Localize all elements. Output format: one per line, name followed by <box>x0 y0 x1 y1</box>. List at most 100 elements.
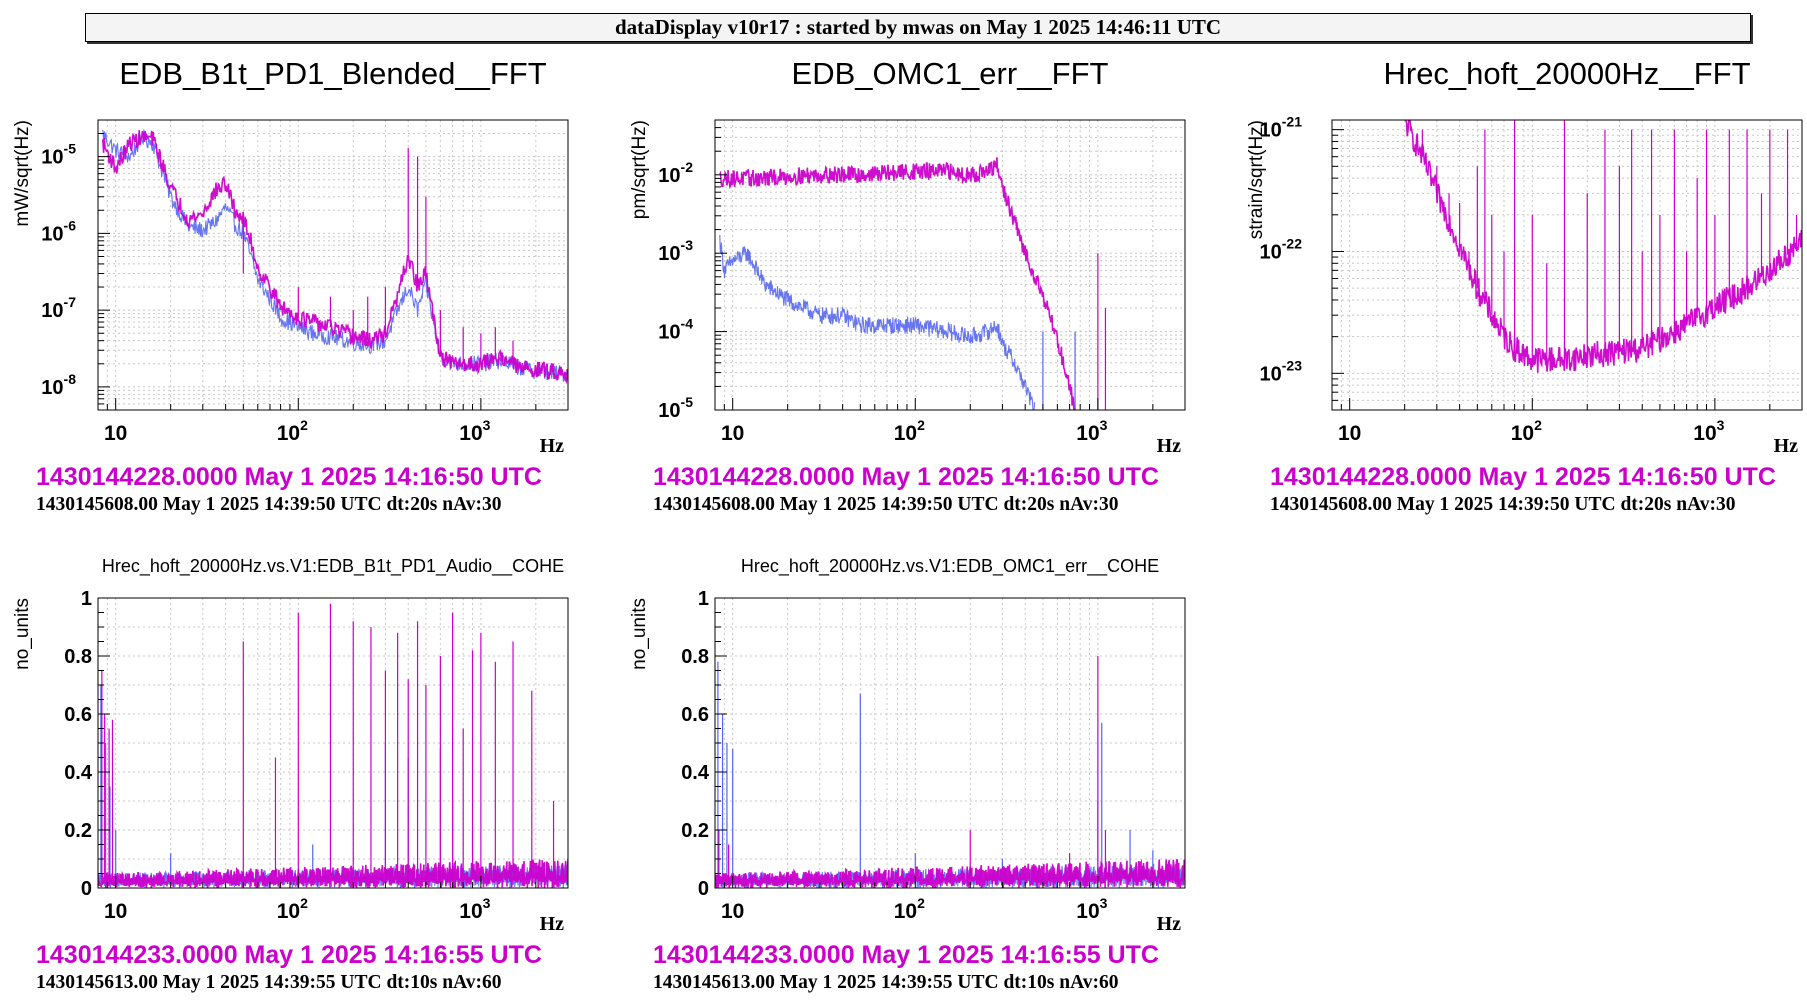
x-axis-unit: Hz <box>540 913 565 935</box>
time-reference: 1430145613.00 May 1 2025 14:39:55 UTC dt… <box>36 972 502 993</box>
chart-cohe-b1t-pd1: Hrec_hoft_20000Hz.vs.V1:EDB_B1t_PD1_Audi… <box>12 556 569 935</box>
chart-title: Hrec_hoft_20000Hz.vs.V1:EDB_B1t_PD1_Audi… <box>102 556 564 577</box>
chart-title: EDB_B1t_PD1_Blended__FFT <box>119 56 546 91</box>
y-tick-exponent: -4 <box>681 316 694 332</box>
x-tick-label: 10 <box>104 422 127 445</box>
header-title: dataDisplay v10r17 : started by mwas on … <box>614 15 1222 39</box>
y-tick-label: 0.2 <box>681 820 709 842</box>
x-axis-unit: Hz <box>1157 913 1182 935</box>
x-tick-label: 103 <box>459 417 490 445</box>
time-primary: 1430144228.0000 May 1 2025 14:16:50 UTC <box>653 463 1159 491</box>
x-tick-label: 102 <box>1511 417 1542 445</box>
chart-b1t-pd1-fft: EDB_B1t_PD1_Blended__FFT 10 102 103 Hz 10-8 10… <box>12 56 569 457</box>
x-tick-label: 102 <box>894 895 925 923</box>
y-tick-label: 10-3 <box>658 237 693 265</box>
y-tick-label: 1 <box>81 588 92 610</box>
x-tick-label: 10 <box>1338 422 1361 445</box>
reference-series-line <box>719 234 1036 410</box>
y-tick-exponent: -2 <box>681 159 694 175</box>
y-tick-label: 0.8 <box>681 646 709 668</box>
x-ticks <box>714 876 1186 888</box>
y-tick-label: 0.8 <box>64 646 92 668</box>
y-tick-exponent: -22 <box>1282 235 1302 251</box>
y-tick-exponent: -21 <box>1282 114 1302 130</box>
time-reference: 1430145608.00 May 1 2025 14:39:50 UTC dt… <box>1270 494 1736 515</box>
x-tick-exponent: 2 <box>300 895 308 911</box>
x-tick-exponent: 3 <box>1717 417 1725 433</box>
y-ticks <box>715 119 727 411</box>
y-axis-label: no_units <box>629 598 650 670</box>
y-tick-label: 10-7 <box>41 294 76 322</box>
grid-lines <box>714 597 1186 889</box>
x-axis-unit: Hz <box>1157 435 1182 457</box>
chart-cohe-omc1-err: Hrec_hoft_20000Hz.vs.V1:EDB_OMC1_err__CO… <box>629 556 1186 935</box>
y-tick-label: 0.6 <box>681 704 709 726</box>
y-tick-exponent: -3 <box>681 237 694 253</box>
y-ticks <box>98 133 110 411</box>
plot-frame <box>97 119 569 411</box>
time-primary: 1430144228.0000 May 1 2025 14:16:50 UTC <box>1270 463 1776 491</box>
primary-series-line <box>715 858 1185 888</box>
x-tick-exponent: 2 <box>917 895 925 911</box>
y-tick-exponent: -23 <box>1282 357 1302 373</box>
x-tick-exponent: 2 <box>1534 417 1542 433</box>
time-reference: 1430145608.00 May 1 2025 14:39:50 UTC dt… <box>653 494 1119 515</box>
time-reference: 1430145608.00 May 1 2025 14:39:50 UTC dt… <box>36 494 502 515</box>
y-tick-label: 0 <box>698 878 709 900</box>
y-axis-label: no_units <box>12 598 33 670</box>
panel-cohe-omc1-err: Hrec_hoft_20000Hz.vs.V1:EDB_OMC1_err__CO… <box>617 530 1217 1000</box>
y-tick-label: 10-6 <box>41 217 76 245</box>
x-tick-label: 103 <box>1693 417 1724 445</box>
y-tick-label: 0.2 <box>64 820 92 842</box>
x-tick-label: 10 <box>721 900 744 923</box>
y-tick-label: 0 <box>81 878 92 900</box>
y-tick-label: 10-2 <box>658 159 693 187</box>
y-tick-exponent: -7 <box>64 294 77 310</box>
x-tick-exponent: 3 <box>483 417 491 433</box>
panel-b1t-pd1-fft: EDB_B1t_PD1_Blended__FFT 10 102 103 Hz 10-8 10… <box>0 52 600 522</box>
chart-title: EDB_OMC1_err__FFT <box>792 56 1109 91</box>
x-tick-label: 103 <box>1076 895 1107 923</box>
y-ticks <box>98 597 110 889</box>
y-tick-label: 10-8 <box>41 371 76 399</box>
y-tick-exponent: -5 <box>681 394 694 410</box>
x-tick-label: 10 <box>104 900 127 923</box>
primary-series-line <box>719 157 1076 410</box>
primary-series-line <box>98 858 568 888</box>
x-tick-exponent: 3 <box>1100 417 1108 433</box>
panel-cohe-b1t-pd1: Hrec_hoft_20000Hz.vs.V1:EDB_B1t_PD1_Audi… <box>0 530 600 1000</box>
x-tick-exponent: 3 <box>483 895 491 911</box>
plot-series <box>719 157 1107 410</box>
x-tick-exponent: 2 <box>917 417 925 433</box>
reference-series-line <box>102 129 568 383</box>
y-axis-label: mW/sqrt(Hz) <box>12 120 33 227</box>
plot-frame <box>1331 119 1803 411</box>
time-primary: 1430144233.0000 May 1 2025 14:16:55 UTC <box>653 941 1159 969</box>
x-tick-label: 103 <box>1076 417 1107 445</box>
x-tick-exponent: 2 <box>300 417 308 433</box>
y-tick-label: 10-5 <box>41 141 76 169</box>
plot-series <box>98 603 568 888</box>
x-tick-label: 102 <box>277 895 308 923</box>
x-ticks <box>97 398 569 410</box>
x-tick-label: 102 <box>277 417 308 445</box>
time-reference: 1430145613.00 May 1 2025 14:39:55 UTC dt… <box>653 972 1119 993</box>
y-tick-label: 0.4 <box>64 762 93 784</box>
y-tick-label: 1 <box>698 588 709 610</box>
y-tick-exponent: -5 <box>64 141 77 157</box>
x-tick-label: 10 <box>721 422 744 445</box>
x-tick-exponent: 3 <box>1100 895 1108 911</box>
x-tick-label: 102 <box>894 417 925 445</box>
header-bar: dataDisplay v10r17 : started by mwas on … <box>85 13 1751 42</box>
y-axis-label: pm/sqrt(Hz) <box>629 120 650 219</box>
y-tick-exponent: -8 <box>64 371 77 387</box>
chart-title: Hrec_hoft_20000Hz__FFT <box>1383 56 1750 91</box>
time-primary: 1430144228.0000 May 1 2025 14:16:50 UTC <box>36 463 542 491</box>
panel-omc1-err-fft: EDB_OMC1_err__FFT 10 102 103 Hz 10-5 10-4 10-3 1… <box>617 52 1217 522</box>
y-ticks <box>715 597 727 889</box>
x-axis-unit: Hz <box>540 435 565 457</box>
plot-series <box>1404 120 1802 373</box>
x-ticks <box>1331 398 1803 410</box>
plot-series <box>715 656 1185 888</box>
